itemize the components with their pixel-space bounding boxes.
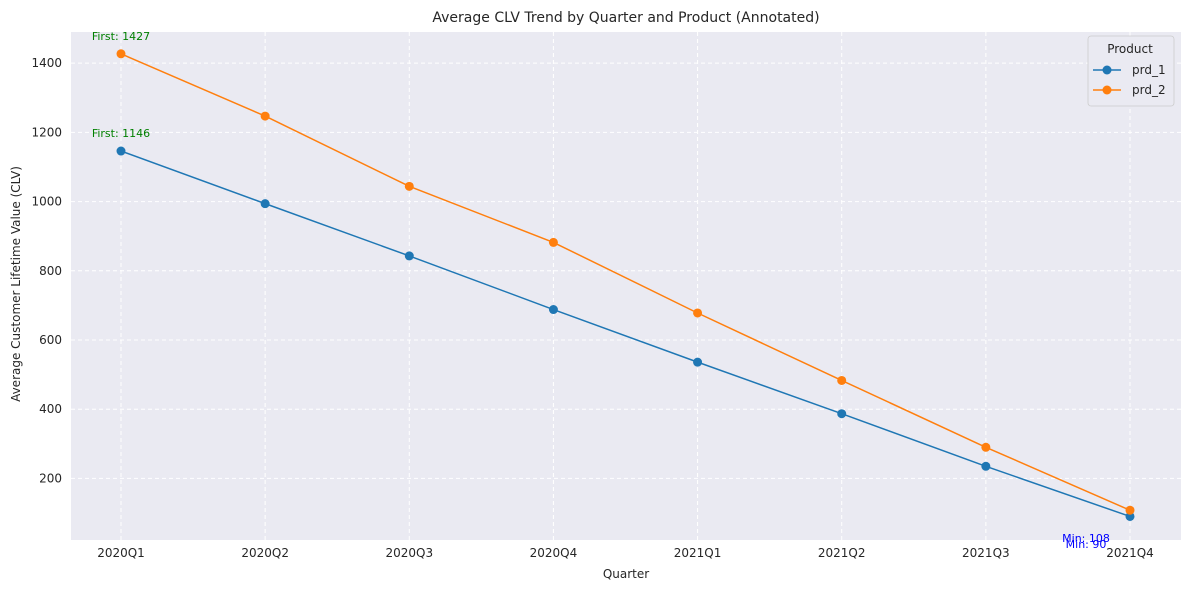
- series-line: [120, 53, 1131, 511]
- y-tick-label: 1200: [31, 125, 62, 139]
- data-point: [548, 305, 558, 315]
- legend-item-prd_1: prd_1: [1093, 63, 1166, 77]
- plot-area: [71, 32, 1181, 540]
- data-point: [1125, 505, 1135, 515]
- x-tick-label: 2021Q4: [1106, 546, 1154, 560]
- data-point: [260, 111, 270, 121]
- data-point: [116, 49, 126, 59]
- x-tick-labels: 2020Q1 2020Q2 2020Q3 2020Q4 2021Q1 2021Q2 2021…: [97, 546, 1154, 560]
- x-tick-label: 2021Q3: [962, 546, 1010, 560]
- y-axis-label: Average Customer Lifetime Value (CLV): [9, 166, 23, 402]
- data-point: [693, 308, 703, 318]
- y-tick-label: 600: [39, 333, 62, 347]
- x-tick-label: 2020Q4: [530, 546, 578, 560]
- legend-items: prd_1 prd_2: [1093, 63, 1166, 97]
- legend: Product prd_1 prd_2: [1087, 35, 1175, 107]
- series-prd_1: [116, 146, 1135, 521]
- y-tick-label: 200: [39, 471, 62, 485]
- x-tick-label: 2020Q2: [241, 546, 289, 560]
- y-tick-label: 400: [39, 402, 62, 416]
- x-tick-label: 2020Q1: [97, 546, 145, 560]
- annotation-label: Min: 90: [1066, 538, 1107, 551]
- data-point: [693, 357, 703, 367]
- legend-title: Product: [1107, 42, 1153, 56]
- data-point: [116, 146, 126, 156]
- legend-marker: [1102, 65, 1112, 75]
- data-point: [404, 181, 414, 191]
- legend-marker: [1102, 85, 1112, 95]
- data-point: [404, 251, 414, 261]
- y-tick-labels: 200 400 600 800 1000 1200 1400: [31, 56, 62, 485]
- x-tick-label: 2021Q1: [674, 546, 722, 560]
- data-point: [260, 199, 270, 209]
- data-point: [837, 375, 847, 385]
- y-tick-label: 1000: [31, 195, 62, 209]
- data-point: [837, 409, 847, 419]
- legend-label: prd_2: [1132, 83, 1166, 97]
- data-point: [981, 461, 991, 471]
- x-tick-label: 2020Q3: [385, 546, 433, 560]
- annotation-label: Min: 108: [1062, 532, 1110, 545]
- legend-item-prd_2: prd_2: [1093, 83, 1166, 97]
- chart-title: Average CLV Trend by Quarter and Product…: [432, 10, 819, 26]
- series-line: [120, 150, 1131, 518]
- y-tick-label: 1400: [31, 56, 62, 70]
- series-layer: [116, 49, 1135, 521]
- series-prd_2: [116, 49, 1135, 515]
- legend-label: prd_1: [1132, 63, 1166, 77]
- data-point: [1125, 511, 1135, 521]
- annotation-label: First: 1427: [92, 30, 150, 43]
- x-tick-label: 2021Q2: [818, 546, 866, 560]
- data-point: [548, 237, 558, 247]
- data-point: [981, 442, 991, 452]
- annotation-label: First: 1146: [92, 127, 150, 140]
- y-tick-label: 800: [39, 264, 62, 278]
- x-axis-label: Quarter: [603, 567, 649, 581]
